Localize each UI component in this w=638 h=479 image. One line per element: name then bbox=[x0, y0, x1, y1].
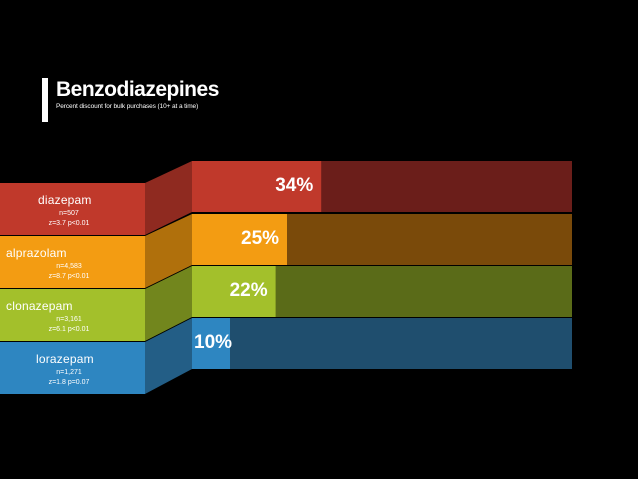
category-label-alprazolam: alprazolam bbox=[6, 246, 67, 260]
stats-diazepam: z=3.7 p<0.01 bbox=[48, 220, 90, 227]
sample-size-diazepam: n=507 bbox=[59, 210, 79, 217]
chart-title: Benzodiazepines bbox=[56, 78, 219, 101]
bar-track-lorazepam bbox=[192, 318, 572, 369]
bar-clonazepam bbox=[192, 266, 276, 317]
label-block-diazepam bbox=[0, 183, 145, 235]
connector-face-diazepam bbox=[145, 161, 192, 235]
value-label-alprazolam: 25% bbox=[241, 228, 280, 249]
category-label-clonazepam: clonazepam bbox=[6, 299, 73, 313]
connector-face-alprazolam bbox=[145, 214, 192, 288]
value-label-diazepam: 34% bbox=[275, 175, 314, 196]
stats-alprazolam: z=8.7 p<0.01 bbox=[48, 273, 90, 280]
label-block-lorazepam bbox=[0, 342, 145, 394]
stats-lorazepam: z=1.8 p=0.07 bbox=[48, 379, 90, 386]
connector-face-clonazepam bbox=[145, 266, 192, 341]
label-block-alprazolam bbox=[0, 236, 145, 288]
category-label-lorazepam: lorazepam bbox=[36, 352, 94, 366]
bar-diazepam bbox=[192, 161, 322, 212]
sample-size-alprazolam: n=4,583 bbox=[56, 263, 82, 270]
category-label-diazepam: diazepam bbox=[38, 193, 92, 207]
label-block-clonazepam bbox=[0, 289, 145, 341]
connector-face-lorazepam bbox=[145, 318, 192, 394]
bar-alprazolam bbox=[192, 214, 287, 265]
title-accent-bar bbox=[42, 78, 48, 122]
value-label-lorazepam: 10% bbox=[194, 332, 233, 353]
chart-subtitle: Percent discount for bulk purchases (10+… bbox=[56, 103, 199, 110]
stats-clonazepam: z=6.1 p<0.01 bbox=[48, 326, 90, 333]
sample-size-lorazepam: n=1,271 bbox=[56, 369, 82, 376]
sample-size-clonazepam: n=3,161 bbox=[56, 316, 82, 323]
value-label-clonazepam: 22% bbox=[229, 280, 268, 301]
bar-lorazepam bbox=[192, 318, 230, 369]
